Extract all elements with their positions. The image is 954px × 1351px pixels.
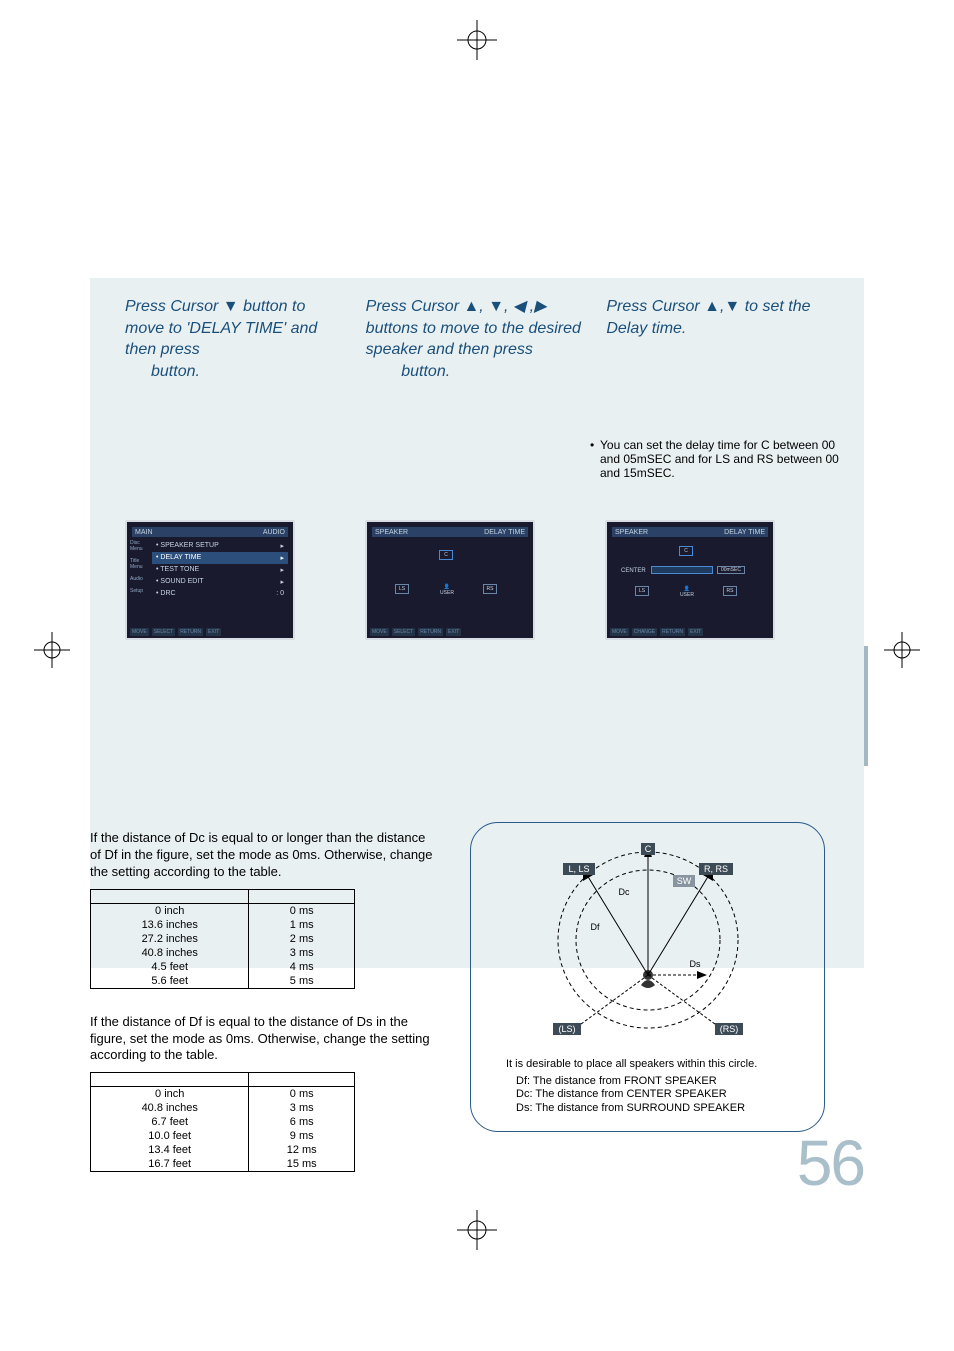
osd-footer: MOVESELECTRETURNEXIT <box>370 628 530 636</box>
table-row: 13.4 feet12 ms <box>91 1143 355 1157</box>
osd-title-right: DELAY TIME <box>484 529 525 536</box>
text: Press Cursor <box>125 298 223 315</box>
para-dc: If the distance of Dc is equal to or lon… <box>90 830 435 881</box>
table-row: 27.2 inches2 ms <box>91 932 355 946</box>
table-row: 10.0 feet9 ms <box>91 1129 355 1143</box>
bullet-note: You can set the delay time for C between… <box>600 438 850 480</box>
osd-footer-item: RETURN <box>660 628 685 636</box>
table-row: 4.5 feet4 ms <box>91 960 355 974</box>
osd-title-left: SPEAKER <box>615 529 648 536</box>
osd-footer-item: MOVE <box>610 628 629 636</box>
osd-menu-item: • TEST TONE▸ <box>152 564 288 576</box>
label-dc: Dc <box>619 887 630 897</box>
legend-dc: Dc: The distance from CENTER SPEAKER <box>516 1088 804 1101</box>
tag-lls: L, LS <box>568 864 589 874</box>
table-row: 40.8 inches3 ms <box>91 946 355 960</box>
osd-footer-item: RETURN <box>418 628 443 636</box>
osd-audio-menu: MAIN AUDIO Disc Menu Title Menu Audio Set… <box>125 520 295 640</box>
table-row: 40.8 inches3 ms <box>91 1101 355 1115</box>
osd-menu-list: • SPEAKER SETUP▸• DELAY TIME▸• TEST TONE… <box>152 540 288 624</box>
text: USER <box>680 592 694 598</box>
instruction-row: Press Cursor ▼ button to move to 'DELAY … <box>125 296 829 382</box>
text: button. <box>151 363 200 380</box>
diagram-caption-block: It is desirable to place all speakers wi… <box>506 1058 804 1115</box>
delay-table-surround: 0 inch0 ms40.8 inches3 ms6.7 feet6 ms10.… <box>90 1072 355 1172</box>
diagram-svg: C L, LS R, RS SW (LS) (RS) Dc Df Ds <box>491 835 806 1055</box>
user-icon: 👤USER <box>437 584 457 596</box>
side-item: Disc Menu <box>130 540 150 552</box>
text: USER <box>440 590 454 596</box>
crop-mark-left <box>32 630 72 675</box>
tag-ls: (LS) <box>558 1024 575 1034</box>
text: button. <box>401 363 450 380</box>
crop-mark-right <box>882 630 922 675</box>
instruction-step-delaytime: Press Cursor ▼ button to move to 'DELAY … <box>125 296 348 382</box>
text: buttons to move to the desired speaker a… <box>366 320 581 359</box>
slider-bar <box>651 566 713 574</box>
osd-footer-item: CHANGE <box>632 628 657 636</box>
osd-footer-item: RETURN <box>178 628 203 636</box>
registration-mark-top <box>457 20 497 60</box>
speaker-ls: LS <box>635 586 649 596</box>
delay-value: 00mSEC <box>717 566 745 574</box>
instruction-step-movespeaker: Press Cursor ▲, ▼, ◀ ,▶ buttons to move … <box>366 296 589 382</box>
side-item: Setup <box>130 588 150 594</box>
center-label: CENTER <box>621 568 646 574</box>
speaker-c-highlighted: C <box>439 550 453 560</box>
delay-table-center: 0 inch0 ms13.6 inches1 ms27.2 inches2 ms… <box>90 889 355 989</box>
label-df: Df <box>591 922 600 932</box>
osd-footer-item: EXIT <box>206 628 221 636</box>
osd-footer-item: SELECT <box>392 628 415 636</box>
table-row: 0 inch0 ms <box>91 1087 355 1102</box>
osd-delaytime-set: SPEAKERDELAY TIME C CENTER 00mSEC LS RS … <box>605 520 775 640</box>
table-row: 5.6 feet5 ms <box>91 974 355 989</box>
manual-page: Press Cursor ▼ button to move to 'DELAY … <box>90 70 864 1200</box>
osd-footer-item: EXIT <box>688 628 703 636</box>
osd-footer: MOVECHANGERETURNEXIT <box>610 628 770 636</box>
osd-screenshots-row: MAIN AUDIO Disc Menu Title Menu Audio Set… <box>125 520 829 640</box>
tag-rs: (RS) <box>720 1024 739 1034</box>
registration-mark-bottom <box>457 1210 497 1250</box>
speaker-ls: LS <box>395 584 409 594</box>
side-item: Title Menu <box>130 558 150 570</box>
user-icon: 👤USER <box>677 586 697 598</box>
osd-title-right: DELAY TIME <box>724 529 765 536</box>
osd-footer-item: MOVE <box>370 628 389 636</box>
table-row: 13.6 inches1 ms <box>91 918 355 932</box>
osd-delaytime-select: SPEAKER DELAY TIME C LS RS 👤USER MOVESELE… <box>365 520 535 640</box>
para-ds: If the distance of Df is equal to the di… <box>90 1014 435 1065</box>
speaker-rs: RS <box>483 584 497 594</box>
instruction-step-setdelay: Press Cursor ▲,▼ to set the Delay time. <box>606 296 829 382</box>
explanation-column: If the distance of Dc is equal to or lon… <box>90 830 435 1197</box>
tag-rrs: R, RS <box>704 864 728 874</box>
osd-title-left: SPEAKER <box>375 529 408 536</box>
table-row: 16.7 feet15 ms <box>91 1157 355 1172</box>
osd-side-icons: Disc Menu Title Menu Audio Setup <box>130 540 150 624</box>
legend-ds: Ds: The distance from SURROUND SPEAKER <box>516 1102 804 1115</box>
speaker-layout-diagram: C L, LS R, RS SW (LS) (RS) Dc Df Ds It i… <box>470 822 825 1132</box>
speaker-c-highlighted: C <box>679 546 693 556</box>
osd-menu-item: • SOUND EDIT▸ <box>152 576 288 588</box>
label-ds: Ds <box>690 959 701 969</box>
osd-title-left: MAIN <box>135 529 153 536</box>
tag-sw: SW <box>677 876 692 886</box>
page-number: 56 <box>797 1126 864 1200</box>
table-row: 6.7 feet6 ms <box>91 1115 355 1129</box>
osd-footer-item: MOVE <box>130 628 149 636</box>
table-row: 0 inch0 ms <box>91 903 355 918</box>
side-item: Audio <box>130 576 150 582</box>
speaker-rs: RS <box>723 586 737 596</box>
text: Press Cursor <box>606 298 704 315</box>
osd-title-right: AUDIO <box>263 529 285 536</box>
osd-footer-item: EXIT <box>446 628 461 636</box>
osd-footer-item: SELECT <box>152 628 175 636</box>
legend-df: Df: The distance from FRONT SPEAKER <box>516 1075 804 1088</box>
text: Press Cursor <box>366 298 464 315</box>
osd-footer: MOVESELECTRETURNEXIT <box>130 628 290 636</box>
osd-menu-item: • DRC: 0 <box>152 588 288 599</box>
diagram-caption: It is desirable to place all speakers wi… <box>506 1058 804 1071</box>
tag-c: C <box>645 844 652 854</box>
osd-menu-item: • DELAY TIME▸ <box>152 552 288 564</box>
osd-menu-item: • SPEAKER SETUP▸ <box>152 540 288 552</box>
